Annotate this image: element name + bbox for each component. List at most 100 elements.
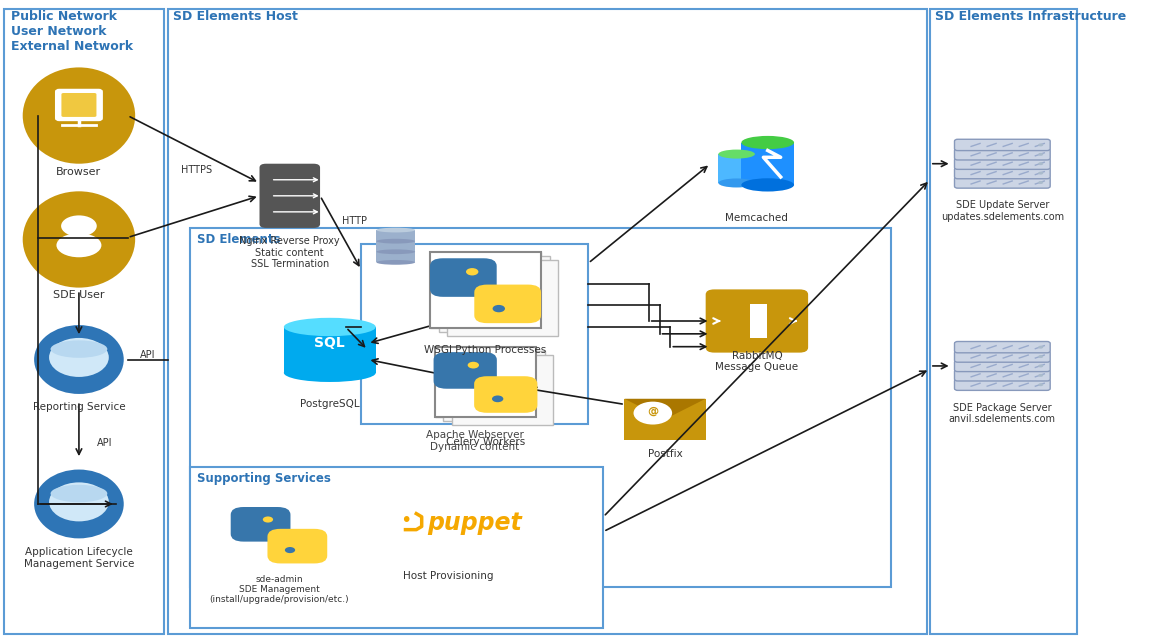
Text: SDE Package Server
anvil.sdelements.com: SDE Package Server anvil.sdelements.com — [949, 403, 1056, 424]
Bar — [756, 304, 764, 338]
Ellipse shape — [283, 318, 376, 336]
Text: PostgreSQL: PostgreSQL — [300, 399, 359, 410]
FancyBboxPatch shape — [955, 379, 1051, 390]
Text: API: API — [97, 438, 113, 448]
Ellipse shape — [719, 150, 755, 159]
Bar — [377, 251, 415, 263]
Bar — [190, 467, 604, 628]
Bar — [930, 9, 1077, 634]
Text: Supporting Services: Supporting Services — [197, 472, 331, 485]
Text: Host Provisioning: Host Provisioning — [403, 571, 494, 582]
Circle shape — [1038, 143, 1044, 146]
Circle shape — [1038, 181, 1044, 184]
FancyBboxPatch shape — [61, 93, 97, 117]
Ellipse shape — [742, 136, 794, 149]
Circle shape — [493, 305, 505, 312]
FancyBboxPatch shape — [267, 529, 327, 564]
Bar — [430, 252, 541, 328]
Text: SQL: SQL — [314, 336, 346, 351]
FancyBboxPatch shape — [955, 351, 1051, 362]
Text: Public Network
User Network
External Network: Public Network User Network External Net… — [10, 10, 132, 53]
Text: Browser: Browser — [56, 167, 101, 177]
Ellipse shape — [719, 178, 755, 187]
Bar — [190, 228, 890, 587]
Circle shape — [1038, 374, 1044, 377]
FancyBboxPatch shape — [955, 149, 1051, 160]
Bar — [5, 9, 165, 634]
Bar — [742, 143, 794, 185]
Text: SD Elements: SD Elements — [197, 233, 280, 246]
Ellipse shape — [23, 191, 135, 288]
Ellipse shape — [50, 338, 108, 377]
FancyBboxPatch shape — [955, 168, 1051, 178]
Text: sde-admin
SDE Management
(install/upgrade/provision/etc.): sde-admin SDE Management (install/upgrad… — [210, 575, 349, 604]
Bar — [759, 304, 767, 338]
Ellipse shape — [377, 238, 415, 243]
FancyBboxPatch shape — [955, 139, 1051, 151]
FancyBboxPatch shape — [475, 376, 537, 413]
Bar — [752, 304, 761, 338]
Ellipse shape — [23, 67, 135, 164]
Bar — [719, 154, 755, 183]
Text: HTTPS: HTTPS — [181, 164, 212, 175]
Ellipse shape — [742, 178, 794, 191]
Circle shape — [285, 547, 295, 553]
Circle shape — [61, 215, 97, 237]
Circle shape — [467, 268, 478, 275]
FancyBboxPatch shape — [259, 164, 320, 228]
Circle shape — [1038, 345, 1044, 349]
FancyBboxPatch shape — [475, 284, 541, 323]
FancyBboxPatch shape — [230, 507, 290, 542]
Text: puppet: puppet — [427, 511, 522, 535]
Ellipse shape — [377, 228, 415, 232]
FancyBboxPatch shape — [430, 258, 497, 297]
Ellipse shape — [377, 249, 415, 254]
Bar — [750, 304, 758, 338]
Bar — [624, 399, 705, 440]
Bar — [430, 252, 541, 328]
Bar — [439, 256, 550, 332]
Text: RabbitMQ
Message Queue: RabbitMQ Message Queue — [715, 351, 798, 372]
Ellipse shape — [377, 249, 415, 254]
Text: @: @ — [647, 406, 659, 416]
Ellipse shape — [50, 482, 108, 521]
Text: SD Elements Infrastructure: SD Elements Infrastructure — [935, 10, 1127, 22]
FancyBboxPatch shape — [433, 352, 497, 388]
Text: Apache Webserver
Dynamic content: Apache Webserver Dynamic content — [426, 430, 524, 452]
Text: SDE User: SDE User — [53, 290, 105, 300]
Polygon shape — [624, 399, 705, 419]
Circle shape — [634, 402, 672, 424]
Bar — [434, 347, 536, 417]
Circle shape — [1038, 162, 1044, 165]
Text: SD Elements Host: SD Elements Host — [173, 10, 298, 22]
Circle shape — [1038, 365, 1044, 367]
Circle shape — [263, 516, 273, 523]
Text: Postfix: Postfix — [647, 449, 682, 460]
FancyBboxPatch shape — [955, 342, 1051, 353]
Bar — [444, 351, 545, 421]
Bar — [434, 347, 536, 417]
FancyBboxPatch shape — [56, 90, 101, 120]
FancyBboxPatch shape — [955, 370, 1051, 381]
Circle shape — [1038, 355, 1044, 358]
Circle shape — [1038, 153, 1044, 156]
Ellipse shape — [35, 469, 123, 539]
Text: API: API — [141, 349, 156, 360]
Text: Nginx Reverse Proxy
Static content
SSL Termination: Nginx Reverse Proxy Static content SSL T… — [240, 236, 340, 270]
Bar — [361, 244, 589, 424]
Text: SDE Update Server
updates.sdelements.com: SDE Update Server updates.sdelements.com — [941, 200, 1064, 222]
FancyBboxPatch shape — [706, 290, 808, 352]
Text: Celery Workers: Celery Workers — [446, 437, 525, 447]
Ellipse shape — [56, 233, 101, 257]
Text: HTTP: HTTP — [342, 216, 366, 226]
Bar — [283, 327, 376, 373]
Circle shape — [1038, 383, 1044, 386]
FancyBboxPatch shape — [955, 177, 1051, 188]
Text: Memcached: Memcached — [726, 213, 788, 223]
Bar — [452, 355, 553, 424]
Text: •: • — [400, 510, 411, 530]
Ellipse shape — [51, 340, 107, 358]
Circle shape — [468, 362, 479, 369]
Bar — [167, 9, 926, 634]
FancyBboxPatch shape — [955, 360, 1051, 372]
